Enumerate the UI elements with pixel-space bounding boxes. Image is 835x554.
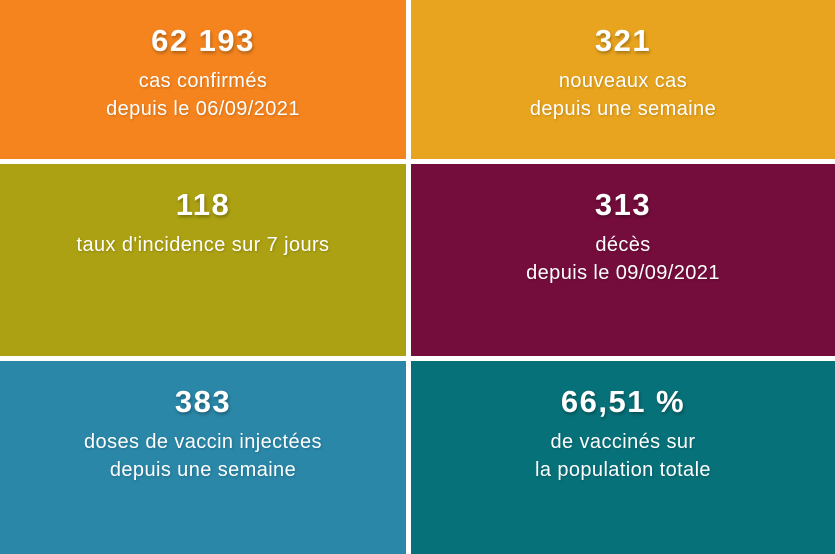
vaccine-doses-value: 383 — [174, 384, 232, 419]
tile-confirmed-cases: 62 193 cas confirmés depuis le 06/09/202… — [0, 0, 406, 159]
tile-deaths: 313 décès depuis le 09/09/2021 — [411, 164, 835, 356]
tile-vaccine-doses: 383 doses de vaccin injectées depuis une… — [0, 361, 406, 554]
incidence-rate-value: 118 — [175, 187, 231, 222]
tile-vaccinated-percentage: 66,51 % de vaccinés sur la population to… — [411, 361, 835, 554]
deaths-label-line-2: depuis le 09/09/2021 — [526, 262, 720, 284]
incidence-rate-label-line-1: taux d'incidence sur 7 jours — [76, 234, 330, 256]
tile-new-cases: 321 nouveaux cas depuis une semaine — [411, 0, 835, 159]
vaccinated-percentage-value: 66,51 % — [560, 384, 686, 419]
vaccine-doses-label-line-2: depuis une semaine — [109, 459, 297, 481]
new-cases-label-line-1: nouveaux cas — [558, 70, 688, 92]
vaccine-doses-label-line-1: doses de vaccin injectées — [84, 431, 322, 453]
vaccinated-percentage-label-line-1: de vaccinés sur — [550, 431, 696, 453]
confirmed-cases-value: 62 193 — [151, 23, 255, 58]
tile-incidence-rate: 118 taux d'incidence sur 7 jours — [0, 164, 406, 356]
new-cases-label-line-2: depuis une semaine — [529, 98, 717, 120]
deaths-value: 313 — [594, 187, 652, 222]
new-cases-value: 321 — [594, 23, 652, 58]
deaths-label-line-1: décès — [595, 234, 651, 256]
vaccinated-percentage-label-line-2: la population totale — [535, 459, 711, 481]
confirmed-cases-label-line-1: cas confirmés — [138, 70, 268, 92]
confirmed-cases-label-line-2: depuis le 06/09/2021 — [106, 98, 300, 120]
